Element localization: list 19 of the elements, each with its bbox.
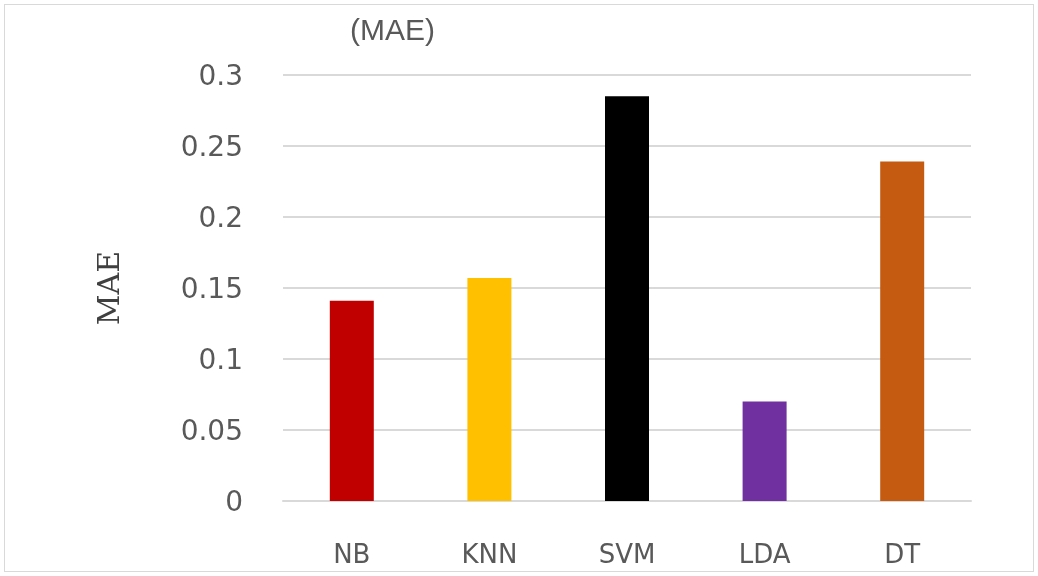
y-tick-label: 0 — [225, 484, 243, 518]
chart-title: (MAE) — [350, 12, 435, 46]
x-tick-label: DT — [884, 539, 921, 569]
y-tick-label: 0.1 — [198, 342, 243, 376]
bar — [605, 96, 649, 501]
y-tick-label: 0.05 — [180, 413, 243, 447]
y-tick-label: 0.25 — [180, 129, 243, 163]
x-tick-label: KNN — [461, 539, 518, 569]
bar — [467, 278, 512, 501]
y-tick-label: 0.2 — [198, 200, 243, 234]
y-tick-label: 0.3 — [198, 58, 243, 92]
x-tick-label: LDA — [738, 539, 791, 569]
bar — [880, 161, 925, 501]
bar — [742, 401, 787, 501]
x-tick-label: NB — [333, 539, 371, 569]
x-tick-label: SVM — [598, 539, 656, 569]
y-axis-title: MAE — [90, 250, 126, 326]
y-tick-label: 0.15 — [180, 271, 243, 305]
bar — [329, 300, 374, 501]
